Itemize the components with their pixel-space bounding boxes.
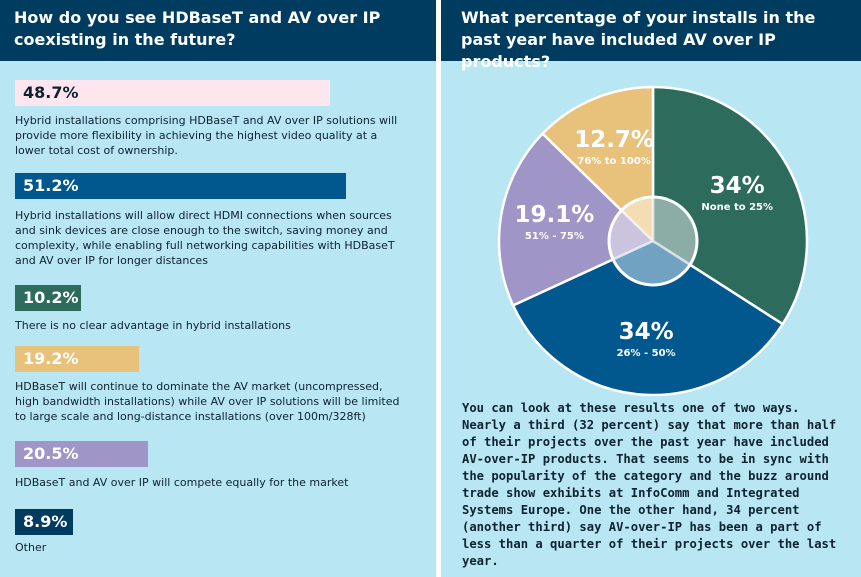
- right-title: What percentage of your installs in the …: [461, 8, 816, 71]
- pie-category-label: None to 25%: [701, 202, 773, 213]
- bar-category-label: Hybrid installations comprising HDBaseT …: [15, 114, 398, 157]
- right-header: What percentage of your installs in the …: [441, 0, 861, 71]
- pie-hole-wedge: [613, 241, 691, 286]
- pie-center-ring: [607, 195, 699, 287]
- bar-category-label: HDBaseT and AV over IP will compete equa…: [15, 476, 349, 489]
- pie-value-label: 12.7%: [574, 127, 654, 153]
- bar-value-label: 48.7%: [23, 83, 79, 102]
- pie-slice: [511, 239, 785, 396]
- bar-value-label: 19.2%: [23, 349, 79, 368]
- left-panel-hybrid-survey: How do you see HDBaseT and AV over IP co…: [0, 0, 436, 554]
- pie-category-label: 76% to 100%: [577, 156, 650, 167]
- left-header: How do you see HDBaseT and AV over IP co…: [0, 0, 436, 61]
- bar: 8.9%: [15, 509, 73, 535]
- bar-category-label: There is no clear advantage in hybrid in…: [15, 319, 291, 332]
- pie-category-label: 51% - 75%: [525, 231, 584, 242]
- bar-value-label: 10.2%: [23, 288, 79, 307]
- bar-value-label: 20.5%: [23, 444, 79, 463]
- pie-category-label: 26% - 50%: [617, 348, 676, 359]
- bar-value-label: 8.9%: [23, 512, 68, 531]
- pie-value-label: 34%: [619, 319, 674, 345]
- left-title: How do you see HDBaseT and AV over IP co…: [14, 8, 381, 49]
- pie-hole-wedge: [609, 210, 653, 260]
- commentary-text: You can look at these results one of two…: [462, 401, 837, 568]
- bar: 51.2%: [15, 173, 346, 199]
- pie-center-fill: [609, 197, 697, 285]
- right-panel-install-share: What percentage of your installs in the …: [441, 0, 861, 577]
- bar-value-label: 51.2%: [23, 176, 79, 195]
- bar: 20.5%: [15, 441, 148, 467]
- panel-divider: [436, 0, 441, 577]
- pie-value-label: 34%: [710, 173, 765, 199]
- bar: 10.2%: [15, 285, 81, 311]
- pie-slice: [497, 131, 656, 308]
- bar: 19.2%: [15, 346, 139, 372]
- pie-value-label: 19.1%: [515, 202, 595, 228]
- bar: 48.7%: [15, 80, 330, 106]
- pie-chart: 34% None to 25% 34% 26% - 50% 19.1% 51% - 75%…: [497, 85, 809, 396]
- pie-slice: [540, 85, 655, 244]
- bar-category-label: Hybrid installations will allow direct H…: [15, 209, 395, 267]
- bar-category-label: Other: [15, 541, 47, 554]
- bar-category-label: HDBaseT will continue to dominate the AV…: [15, 380, 400, 423]
- pie-hole-wedge: [621, 197, 653, 241]
